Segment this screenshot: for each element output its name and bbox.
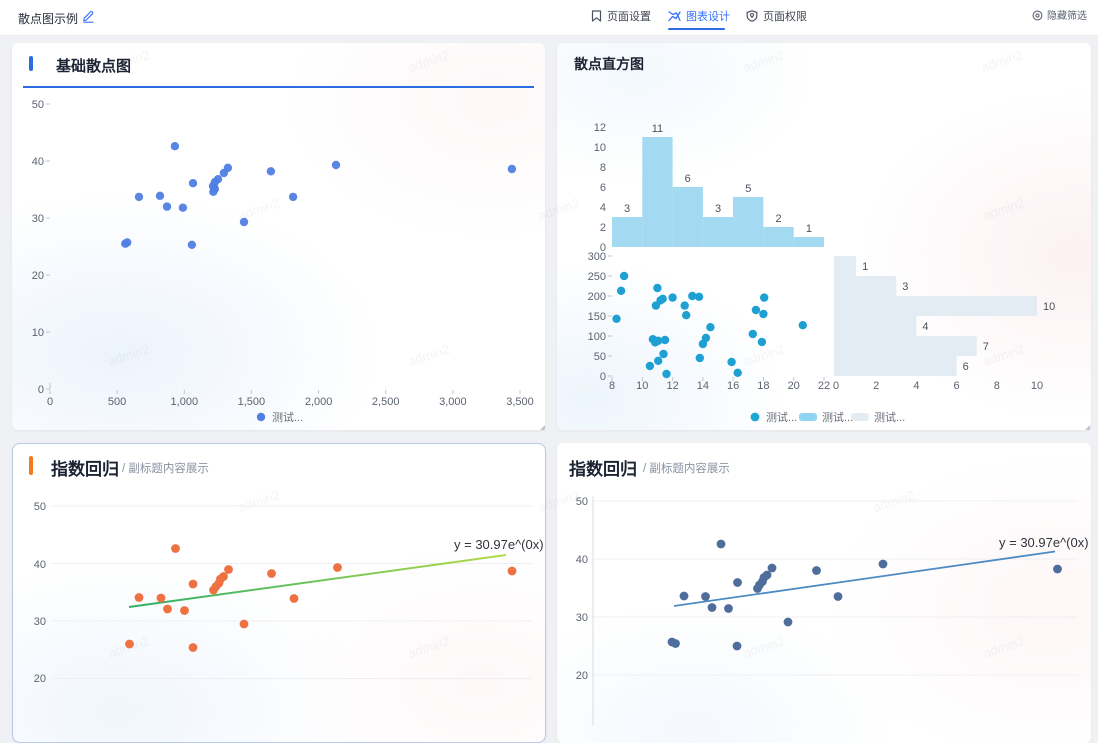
svg-text:3: 3 <box>902 281 908 293</box>
svg-text:1: 1 <box>862 261 868 273</box>
svg-text:1,000: 1,000 <box>171 396 199 408</box>
svg-text:50: 50 <box>32 99 44 111</box>
svg-text:10: 10 <box>32 327 44 339</box>
svg-text:3,000: 3,000 <box>439 396 467 408</box>
svg-text:y = 30.97e^(0x): y = 30.97e^(0x) <box>999 535 1089 550</box>
svg-text:20: 20 <box>788 380 800 392</box>
svg-text:30: 30 <box>576 612 588 624</box>
svg-text:2,000: 2,000 <box>305 396 333 408</box>
svg-text:8: 8 <box>609 380 615 392</box>
svg-text:6: 6 <box>963 361 969 373</box>
svg-text:2,500: 2,500 <box>372 396 400 408</box>
svg-text:admin2: admin2 <box>741 47 786 74</box>
svg-text:100: 100 <box>588 331 606 343</box>
svg-text:测试...: 测试... <box>874 411 905 424</box>
svg-text:4: 4 <box>922 321 928 333</box>
svg-text:y = 30.97e^(0x): y = 30.97e^(0x) <box>454 537 544 552</box>
svg-text:admin2: admin2 <box>536 195 581 222</box>
svg-text:admin2: admin2 <box>406 47 451 74</box>
svg-text:测试...: 测试... <box>272 411 303 424</box>
svg-text:3: 3 <box>715 203 721 215</box>
svg-text:14: 14 <box>697 380 709 392</box>
svg-text:22: 22 <box>818 380 830 392</box>
svg-text:3: 3 <box>624 203 630 215</box>
svg-text:2: 2 <box>776 213 782 225</box>
svg-text:500: 500 <box>108 396 126 408</box>
svg-text:admin2: admin2 <box>236 487 281 514</box>
svg-text:admin2: admin2 <box>741 633 786 660</box>
svg-text:0: 0 <box>600 242 606 254</box>
svg-text:30: 30 <box>32 213 44 225</box>
svg-text:20: 20 <box>576 670 588 682</box>
svg-text:admin2: admin2 <box>979 47 1024 74</box>
svg-text:40: 40 <box>576 554 588 566</box>
svg-text:1: 1 <box>806 223 812 235</box>
svg-text:12: 12 <box>666 380 678 392</box>
svg-text:admin2: admin2 <box>106 341 151 368</box>
svg-text:0: 0 <box>38 384 44 396</box>
svg-text:5: 5 <box>745 183 751 195</box>
svg-text:8: 8 <box>994 380 1000 392</box>
svg-text:10: 10 <box>594 142 606 154</box>
svg-text:测试...: 测试... <box>822 411 853 424</box>
svg-text:18: 18 <box>757 380 769 392</box>
svg-text:300: 300 <box>588 251 606 263</box>
svg-text:0: 0 <box>47 396 53 408</box>
svg-text:0: 0 <box>833 380 839 392</box>
svg-text:6: 6 <box>954 380 960 392</box>
svg-text:10: 10 <box>636 380 648 392</box>
svg-text:admin2: admin2 <box>406 341 451 368</box>
svg-text:4: 4 <box>600 202 606 214</box>
svg-text:admin2: admin2 <box>536 487 581 514</box>
svg-text:50: 50 <box>594 351 606 363</box>
svg-text:12: 12 <box>594 122 606 134</box>
svg-text:50: 50 <box>576 496 588 508</box>
svg-text:测试...: 测试... <box>766 411 797 424</box>
svg-text:admin2: admin2 <box>406 633 451 660</box>
svg-text:admin2: admin2 <box>981 633 1026 660</box>
svg-text:10: 10 <box>1031 380 1043 392</box>
svg-text:30: 30 <box>34 616 46 628</box>
svg-text:2: 2 <box>600 222 606 234</box>
svg-text:6: 6 <box>600 182 606 194</box>
svg-text:50: 50 <box>34 501 46 513</box>
svg-text:40: 40 <box>32 156 44 168</box>
svg-text:200: 200 <box>588 291 606 303</box>
svg-text:11: 11 <box>652 123 663 135</box>
svg-text:10: 10 <box>1043 301 1055 313</box>
svg-text:admin2: admin2 <box>981 195 1026 222</box>
svg-text:250: 250 <box>588 271 606 283</box>
svg-text:1,500: 1,500 <box>238 396 266 408</box>
svg-text:6: 6 <box>685 173 691 185</box>
svg-text:20: 20 <box>32 270 44 282</box>
svg-text:8: 8 <box>600 162 606 174</box>
svg-text:4: 4 <box>913 380 919 392</box>
svg-text:2: 2 <box>873 380 879 392</box>
svg-text:150: 150 <box>588 311 606 323</box>
svg-text:3,500: 3,500 <box>506 396 534 408</box>
svg-text:20: 20 <box>34 673 46 685</box>
svg-text:16: 16 <box>727 380 739 392</box>
svg-text:admin2: admin2 <box>106 47 151 74</box>
svg-text:40: 40 <box>34 559 46 571</box>
svg-text:7: 7 <box>983 341 989 353</box>
svg-text:0: 0 <box>600 371 606 383</box>
